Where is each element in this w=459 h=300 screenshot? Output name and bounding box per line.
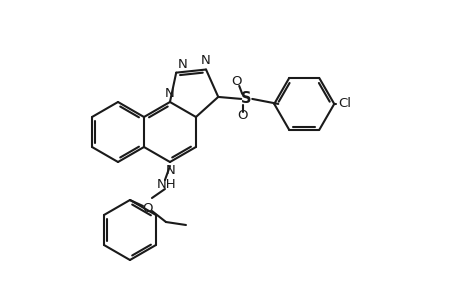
Text: O: O: [236, 110, 247, 122]
Text: N: N: [165, 87, 174, 100]
Text: Cl: Cl: [337, 98, 351, 110]
Text: N: N: [201, 53, 210, 67]
Text: NH: NH: [157, 178, 176, 190]
Text: O: O: [142, 202, 153, 214]
Text: N: N: [178, 58, 188, 71]
Text: N: N: [166, 164, 175, 177]
Text: O: O: [230, 75, 241, 88]
Text: S: S: [241, 92, 251, 106]
